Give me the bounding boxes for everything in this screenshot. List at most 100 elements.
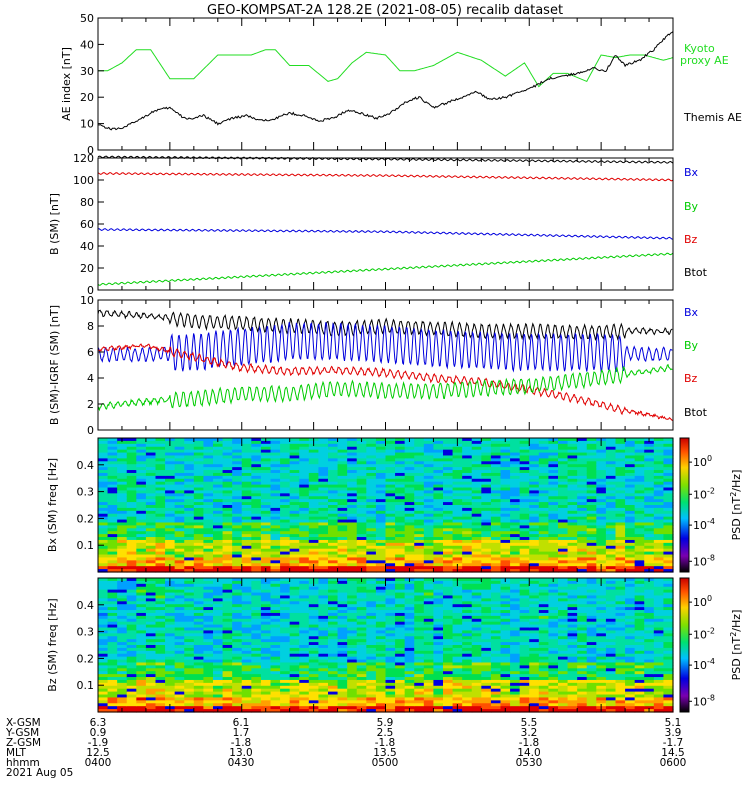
- spectrogram-cell: [213, 659, 224, 664]
- spectrogram-cell: [155, 674, 166, 678]
- spectrogram-cell: [337, 647, 348, 652]
- spectrogram-cell: [634, 461, 645, 465]
- spectrogram-cell: [529, 507, 540, 512]
- spectrogram-cell: [663, 496, 674, 500]
- spectrogram-cell: [193, 566, 205, 570]
- spectrogram-cell: [337, 551, 348, 556]
- spectrogram-cell: [328, 545, 339, 550]
- spectrogram-cell: [663, 507, 674, 512]
- spectrogram-cell: [433, 627, 444, 632]
- spectrogram-cell: [126, 586, 137, 591]
- spectrogram-cell: [490, 496, 502, 500]
- spectrogram-cell: [107, 639, 118, 643]
- spectrogram-cell: [337, 510, 348, 515]
- spectrogram-cell: [328, 475, 339, 480]
- spectrogram-cell: [644, 467, 655, 471]
- spectrogram-cell: [471, 438, 482, 442]
- spectrogram-cell: [615, 542, 626, 547]
- spectrogram-cell: [462, 539, 473, 544]
- spectrogram-cell: [251, 551, 262, 556]
- spectrogram-cell: [337, 601, 348, 605]
- spectrogram-cell: [634, 440, 645, 445]
- spectrogram-cell: [490, 653, 502, 658]
- spectrogram-cell: [490, 647, 502, 652]
- spectrogram-cell: [462, 470, 473, 474]
- spectrogram-cell: [328, 551, 339, 556]
- spectrogram-cell: [510, 505, 521, 509]
- spectrogram-cell: [404, 478, 415, 483]
- spectrogram-cell: [328, 595, 339, 599]
- spectrogram-cell: [136, 528, 147, 532]
- spectrogram-cell: [433, 592, 444, 597]
- spectrogram-cell: [644, 502, 655, 506]
- spectrogram-cell: [232, 691, 243, 696]
- spectrogram-cell: [577, 490, 588, 494]
- spectrogram-cell: [98, 688, 109, 693]
- spectrogram-cell: [232, 694, 243, 699]
- spectrogram-cell: [308, 502, 320, 506]
- spectrogram-cell: [538, 487, 550, 492]
- spectrogram-cell: [615, 537, 626, 541]
- spectrogram-cell: [471, 519, 482, 524]
- spectrogram-cell: [174, 598, 185, 602]
- spectrogram-cell: [280, 688, 291, 693]
- spectrogram-cell: [98, 598, 109, 602]
- spectrogram-cell: [529, 438, 540, 442]
- spectrogram-cell: [126, 528, 137, 532]
- spectrogram-cell: [596, 464, 607, 468]
- spectrogram-cell: [174, 493, 185, 497]
- spectrogram-cell: [414, 566, 425, 570]
- spectrogram-cell: [395, 604, 406, 608]
- spectrogram-cell: [174, 697, 185, 701]
- spectrogram-cell: [213, 586, 224, 591]
- spectrogram-cell: [241, 610, 252, 614]
- spectrogram-cell: [155, 502, 166, 506]
- spectrogram-cell: [136, 685, 147, 690]
- spectrogram-cell: [414, 662, 425, 666]
- spectrogram-cell: [98, 537, 109, 541]
- spectrogram-cell: [347, 630, 358, 634]
- spectrogram-cell: [98, 534, 109, 538]
- spectrogram-cell: [165, 682, 176, 687]
- spectrogram-cell: [318, 507, 329, 512]
- spectrogram-cell: [232, 548, 243, 553]
- spectrogram-cell: [490, 516, 502, 521]
- spectrogram-cell: [375, 639, 387, 643]
- spectrogram-cell: [423, 688, 435, 693]
- spectrogram-cell: [174, 709, 185, 713]
- spectrogram-cell: [174, 668, 185, 672]
- spectrogram-cell: [136, 475, 147, 480]
- spectrogram-cell: [414, 464, 425, 468]
- spectrogram-cell: [155, 677, 166, 681]
- spectrogram-cell: [500, 598, 511, 602]
- spectrogram-cell: [308, 551, 320, 556]
- spectrogram-cell: [165, 668, 176, 672]
- spectrogram-cell: [174, 522, 185, 526]
- spectrogram-cell: [605, 493, 617, 497]
- spectrogram-cell: [423, 653, 435, 658]
- spectrogram-cell: [136, 656, 147, 661]
- spectrogram-cell: [443, 560, 454, 564]
- spectrogram-cell: [337, 592, 348, 597]
- spectrogram-cell: [193, 578, 205, 582]
- spectrogram-cell: [165, 446, 176, 451]
- spectrogram-cell: [222, 487, 233, 492]
- spectrogram-cell: [356, 580, 367, 585]
- spectrogram-cell: [193, 507, 205, 512]
- b-igrf-bz-line: [98, 343, 673, 422]
- spectrogram-cell: [308, 697, 320, 701]
- spectrogram-cell: [184, 470, 195, 474]
- spectrogram-cell: [347, 697, 358, 701]
- spectrogram-cell: [241, 598, 252, 602]
- spectrogram-cell: [375, 688, 387, 693]
- spectrogram-cell: [165, 630, 176, 634]
- spectrogram-cell: [280, 618, 291, 623]
- spectrogram-cell: [98, 528, 109, 532]
- spectrogram-cell: [347, 487, 358, 492]
- spectrogram-cell: [596, 478, 607, 483]
- spectrogram-cell: [289, 472, 300, 477]
- spectrogram-cell: [385, 455, 396, 459]
- y-tick-label: 120: [73, 152, 94, 165]
- spectrogram-cell: [193, 563, 205, 567]
- spectrogram-cell: [117, 557, 128, 561]
